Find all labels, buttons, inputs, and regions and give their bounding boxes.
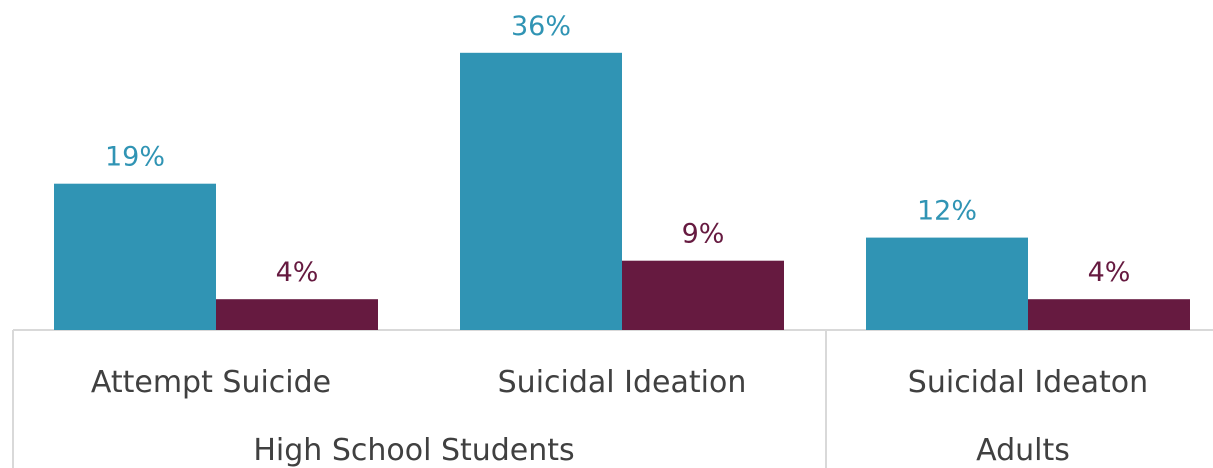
bar-suicidal-ideaton-series-2 bbox=[1028, 299, 1190, 330]
value-labels-layer: 19% 4% 36% 9% 12% 4% bbox=[105, 11, 1130, 288]
data-label-suicidal-ideation-series-2: 9% bbox=[682, 219, 725, 250]
data-label-suicidal-ideaton-series-2: 4% bbox=[1088, 257, 1131, 288]
category-label-suicidal-ideation: Suicidal Ideation bbox=[498, 365, 747, 400]
bar-suicidal-ideation-series-1 bbox=[460, 52, 622, 331]
data-label-suicidal-ideaton-series-1: 12% bbox=[917, 196, 977, 227]
group-label-adults: Adults bbox=[976, 433, 1070, 468]
bar-attempt-suicide-series-1 bbox=[54, 183, 216, 330]
category-label-suicidal-ideaton: Suicidal Ideaton bbox=[908, 365, 1148, 400]
data-label-attempt-suicide-series-1: 19% bbox=[105, 142, 165, 173]
bar-suicidal-ideaton-series-1 bbox=[866, 237, 1028, 330]
bar-attempt-suicide-series-2 bbox=[216, 299, 378, 330]
bars-layer bbox=[54, 52, 1190, 331]
group-label-high-school-students: High School Students bbox=[253, 433, 574, 468]
data-label-attempt-suicide-series-2: 4% bbox=[276, 257, 319, 288]
category-label-attempt-suicide: Attempt Suicide bbox=[91, 365, 331, 400]
bar-suicidal-ideation-series-2 bbox=[622, 260, 784, 330]
data-label-suicidal-ideation-series-1: 36% bbox=[511, 11, 571, 42]
